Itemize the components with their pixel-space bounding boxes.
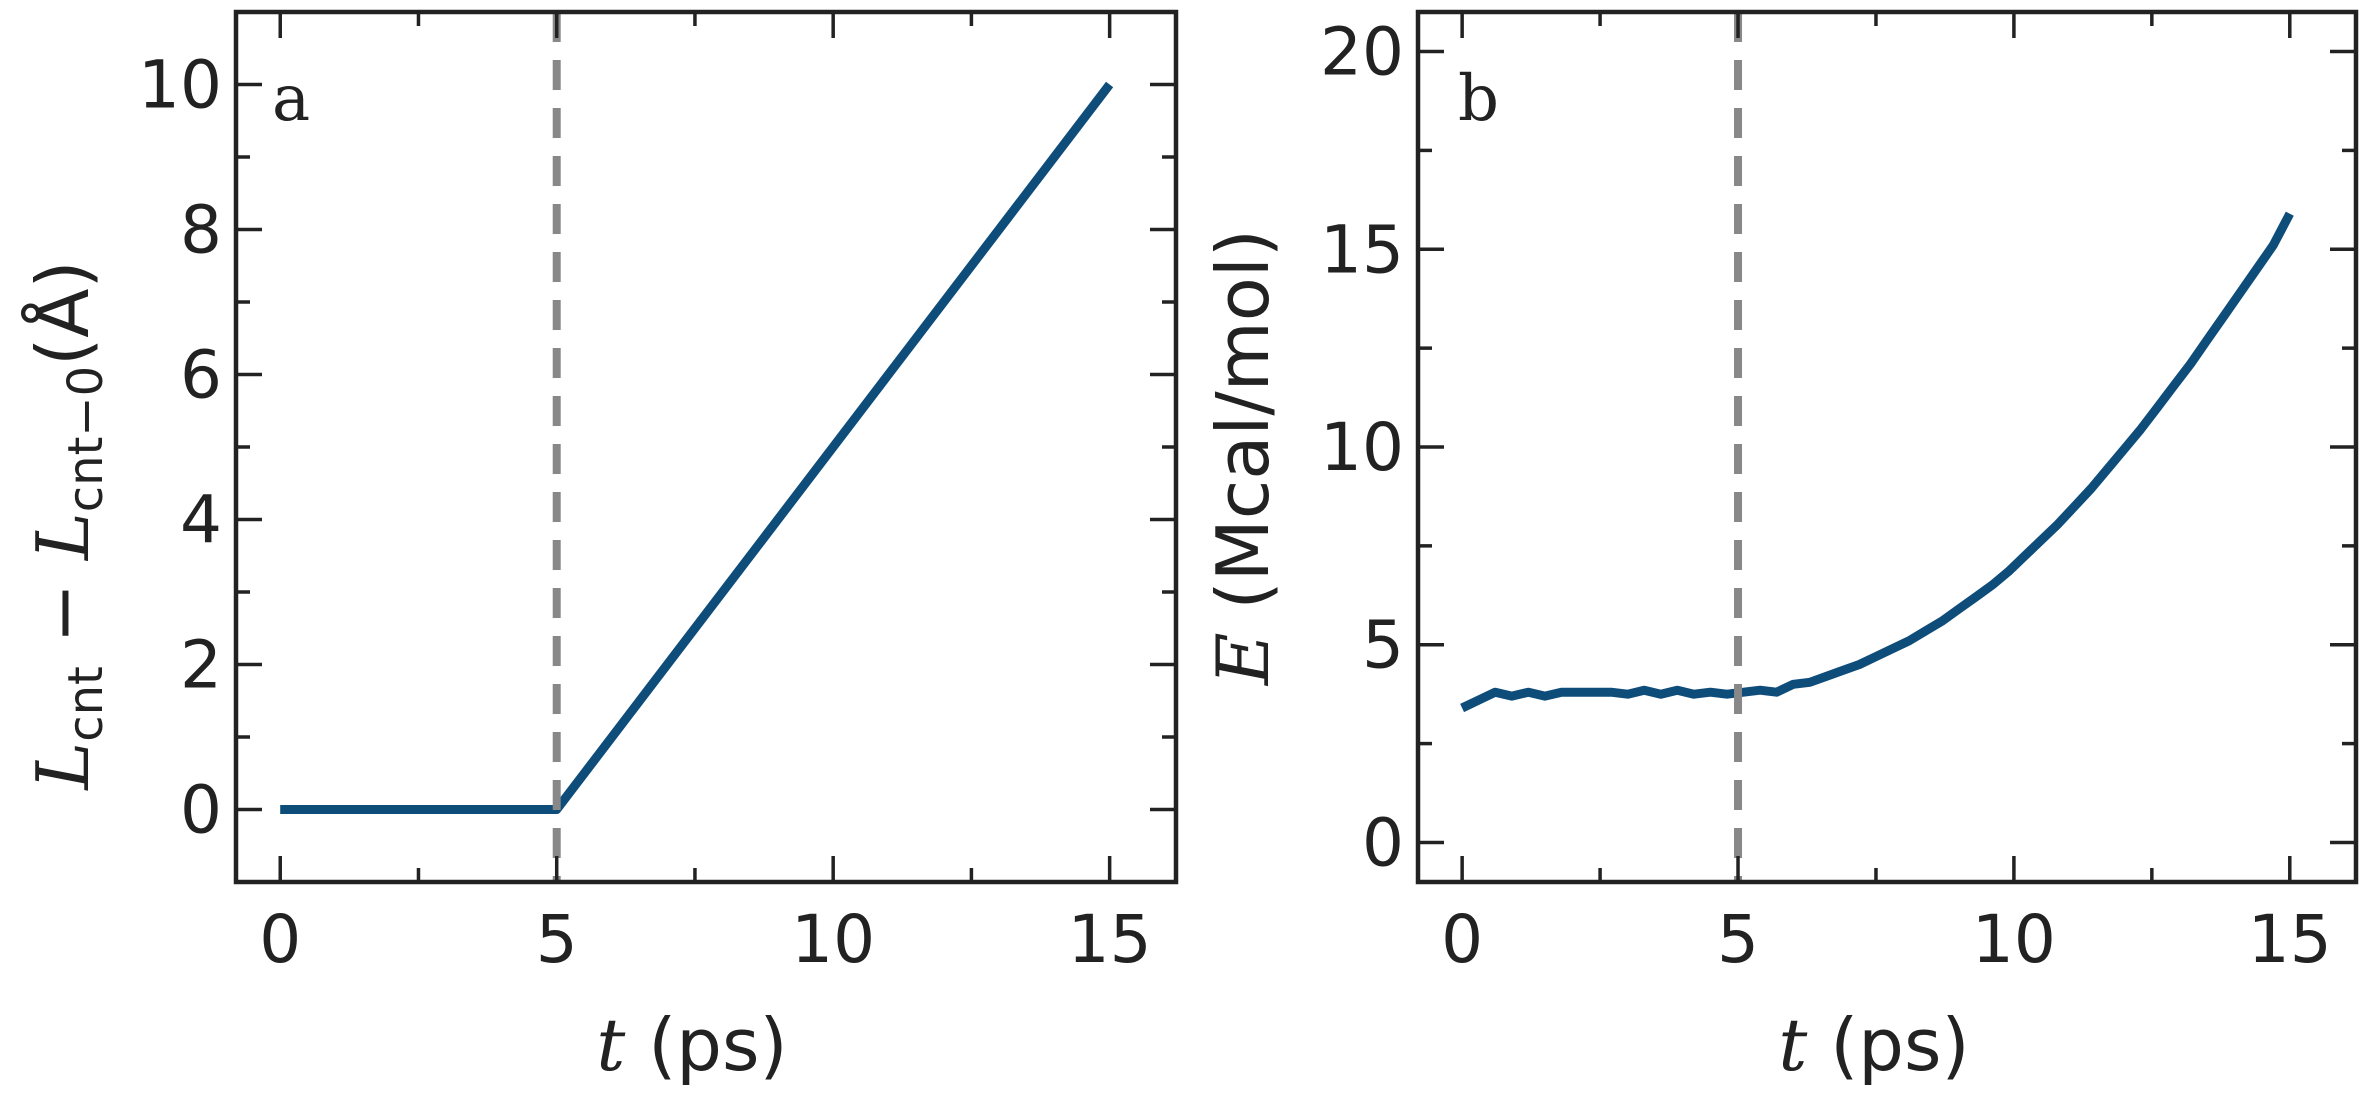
panel-a-ylabel-var1: L: [21, 742, 105, 792]
panel-a-series-0: [280, 81, 1114, 814]
panel-b-series-0: [1460, 211, 2294, 713]
panel-a-xtick-label: 15: [1068, 901, 1152, 978]
panel-b-xtick-label: 0: [1441, 901, 1483, 978]
panel-a-ytick-label: 4: [180, 482, 222, 559]
panel-a-ytick-label: 0: [180, 772, 222, 849]
panel-a-frame: [233, 9, 1179, 885]
panel-b-xlabel-var: t: [1778, 1003, 1808, 1087]
panel-b-xtick-label: 15: [2248, 901, 2332, 978]
panel-b-xtick-label: 10: [1972, 901, 2056, 978]
panel-b-ytick-label: 20: [1320, 14, 1404, 91]
panel-a-plot: 0 5 10 15 0 2 4 6 8 10: [138, 9, 1179, 978]
panel-a-xlabel-var: t: [596, 1003, 626, 1087]
panel-a-ytick-label: 8: [180, 192, 222, 269]
panel-b-ylabel-unit: (Mcal/mol): [1201, 229, 1285, 632]
panel-a: Lcnt − Lcnt−0(Å) t (ps) a 0 5 10 15 0 2 4 6 8 10: [21, 9, 1179, 1087]
panel-b-ytick-label: 15: [1320, 211, 1404, 288]
panel-a-xtick-label: 5: [536, 901, 578, 978]
panel-a-ylabel-sub1: cnt: [58, 666, 114, 742]
panel-b-ytick-label: 5: [1362, 607, 1404, 684]
panel-a-xlabel-text: (ps): [625, 1003, 787, 1087]
panel-a-ylabel-minus: −: [21, 560, 105, 666]
panel-a-ylabel-unit: (Å): [21, 260, 105, 365]
panel-b-xtick-label: 5: [1717, 901, 1759, 978]
panel-a-xlabel: t (ps): [596, 1003, 787, 1087]
panel-a-ytick-label: 10: [138, 47, 222, 124]
panel-a-ytick-label: 2: [180, 627, 222, 704]
panel-a-xtick-label: 0: [259, 901, 301, 978]
panel-a-ylabel-sub2: cnt−0: [58, 366, 114, 512]
panel-a-ytick-label: 6: [180, 337, 222, 414]
panel-b-ylabel-var: E: [1201, 632, 1285, 687]
panel-a-ylabel-var2: L: [21, 512, 105, 562]
panel-b-xlabel-text: (ps): [1807, 1003, 1969, 1087]
panel-b-label: b: [1458, 62, 1499, 136]
panel-b-ylabel: E (Mcal/mol): [1201, 229, 1285, 687]
panel-b-xlabel: t (ps): [1778, 1003, 1969, 1087]
panel-a-ylabel: Lcnt − Lcnt−0(Å): [21, 260, 114, 791]
panel-a-xtick-label: 10: [791, 901, 875, 978]
panel-b-frame: [1415, 9, 2359, 885]
panel-b: E (Mcal/mol) t (ps) b 0 5 10 15 0 5 10 15 20: [1201, 9, 2359, 1087]
panel-b-plot: 0 5 10 15 0 5 10 15 20: [1320, 9, 2359, 978]
panel-b-ytick-label: 10: [1320, 409, 1404, 486]
panel-a-label: a: [272, 62, 310, 136]
panel-b-ytick-label: 0: [1362, 804, 1404, 881]
